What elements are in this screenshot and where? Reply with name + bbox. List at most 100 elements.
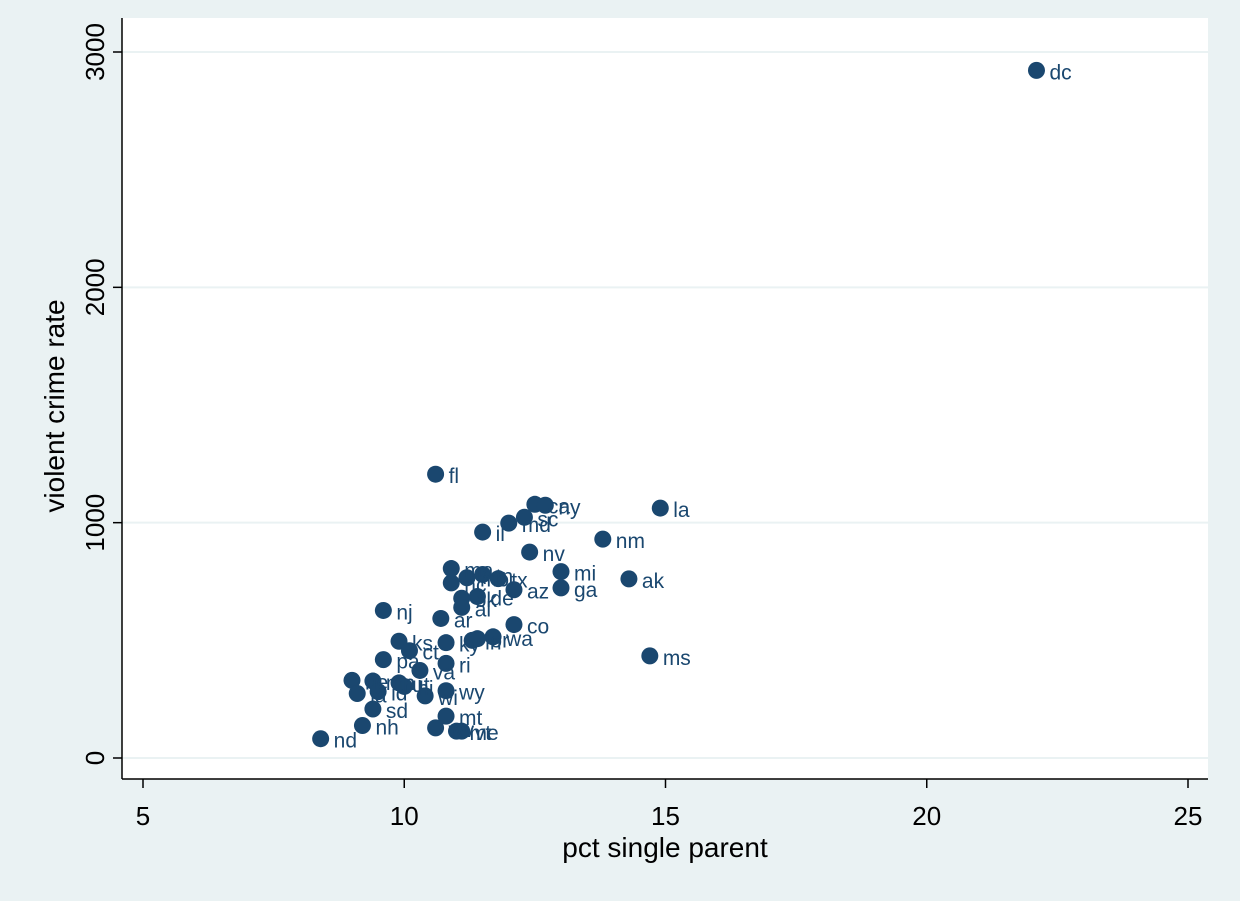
point-label-wi: wi xyxy=(437,687,458,710)
x-tick-label: 15 xyxy=(651,801,680,831)
point-label-ma: ma xyxy=(464,560,493,583)
data-point-co xyxy=(505,616,523,634)
data-point-nh xyxy=(353,717,371,735)
point-label-ak: ak xyxy=(642,570,665,593)
data-point-va xyxy=(411,661,429,679)
y-tick-label: 3000 xyxy=(80,23,110,81)
x-tick-label: 10 xyxy=(390,801,419,831)
data-point-mi xyxy=(552,563,570,581)
data-point-ia xyxy=(348,685,366,703)
data-point-ct xyxy=(400,642,418,660)
point-label-dc: dc xyxy=(1049,61,1071,84)
point-label-nj: nj xyxy=(396,601,412,624)
plot-area xyxy=(122,18,1208,779)
point-label-wv: wv xyxy=(448,719,475,742)
data-point-sd xyxy=(364,700,382,718)
point-label-mo: mo xyxy=(480,569,509,592)
point-label-il: il xyxy=(496,523,505,546)
point-label-sd: sd xyxy=(386,700,408,723)
data-point-id xyxy=(369,683,387,701)
point-label-in: in xyxy=(485,631,501,654)
point-label-nc: nc xyxy=(464,574,486,597)
data-points xyxy=(312,61,1045,748)
point-label-ks: ks xyxy=(412,632,433,655)
y-ticks: 0 1000 2000 3000 xyxy=(80,23,122,765)
y-tick-label: 1000 xyxy=(80,494,110,552)
point-label-al: al xyxy=(475,598,491,621)
point-label-tx: tx xyxy=(511,570,528,593)
data-point-il xyxy=(474,523,492,541)
data-point-de xyxy=(468,588,486,606)
point-label-fl: fl xyxy=(449,465,460,488)
point-label-ms: ms xyxy=(663,647,691,670)
x-tick-label: 5 xyxy=(136,801,150,831)
point-label-ca: ca xyxy=(548,495,571,518)
point-label-mn: mn xyxy=(386,672,415,695)
data-point-wy xyxy=(437,682,455,700)
point-label-pa: pa xyxy=(396,651,420,674)
data-point-tn xyxy=(474,565,492,583)
data-point-wa xyxy=(484,628,502,646)
point-label-vt: vt xyxy=(475,722,492,745)
point-label-id: id xyxy=(391,683,407,706)
point-label-wy: wy xyxy=(458,682,485,705)
point-label-tn: tn xyxy=(496,565,514,588)
point-label-nh: nh xyxy=(375,717,398,740)
data-point-sc xyxy=(515,508,533,526)
y-tick-label: 0 xyxy=(80,751,110,765)
y-axis-title: violent crime rate xyxy=(39,299,70,512)
data-point-dc xyxy=(1027,61,1045,79)
data-point-ar xyxy=(432,609,450,627)
data-point-wi xyxy=(416,687,434,705)
point-label-la: la xyxy=(673,499,690,522)
data-point-mt xyxy=(437,707,455,725)
x-tick-label: 25 xyxy=(1174,801,1203,831)
point-label-de: de xyxy=(490,588,513,611)
data-point-ak xyxy=(620,570,638,588)
x-axis-title: pct single parent xyxy=(562,832,768,863)
point-label-ky: ky xyxy=(459,634,481,657)
point-label-az: az xyxy=(527,581,549,604)
data-point-tx xyxy=(489,570,507,588)
data-point-ga xyxy=(552,579,570,597)
x-tick-label: 20 xyxy=(912,801,941,831)
point-label-ok: ok xyxy=(475,589,498,612)
point-label-ia: ia xyxy=(370,685,387,708)
data-point-in xyxy=(463,631,481,649)
data-point-ne xyxy=(343,671,361,689)
data-point-nm xyxy=(594,530,612,548)
point-label-mt: mt xyxy=(459,707,482,730)
data-point-mo xyxy=(458,569,476,587)
data-point-nj xyxy=(374,601,392,619)
point-label-ne: ne xyxy=(365,671,388,694)
data-point-ut xyxy=(390,674,408,692)
data-point-wv xyxy=(427,719,445,737)
point-label-ri: ri xyxy=(459,654,471,677)
data-point-ri xyxy=(437,654,455,672)
x-ticks: 5 10 15 20 25 xyxy=(136,779,1203,831)
point-label-ar: ar xyxy=(454,609,473,632)
point-label-hi: hi xyxy=(417,677,433,700)
data-point-ma xyxy=(442,560,460,578)
data-point-vt xyxy=(453,722,471,740)
point-label-or: or xyxy=(490,630,509,653)
point-label-md: md xyxy=(522,514,551,537)
point-label-va: va xyxy=(433,661,456,684)
point-label-me: me xyxy=(470,722,499,745)
y-tick-label: 2000 xyxy=(80,258,110,316)
point-label-ga: ga xyxy=(574,579,598,602)
point-label-nd: nd xyxy=(334,730,357,753)
data-point-ky xyxy=(437,634,455,652)
data-point-ny xyxy=(536,496,554,514)
data-point-az xyxy=(505,581,523,599)
data-point-nd xyxy=(312,730,330,748)
data-point-nv xyxy=(521,543,539,561)
point-label-nv: nv xyxy=(543,543,566,566)
point-label-co: co xyxy=(527,616,549,639)
point-label-sc: sc xyxy=(537,508,558,531)
point-label-ny: ny xyxy=(558,496,581,519)
point-label-wa: wa xyxy=(505,628,533,651)
data-point-pa xyxy=(374,651,392,669)
